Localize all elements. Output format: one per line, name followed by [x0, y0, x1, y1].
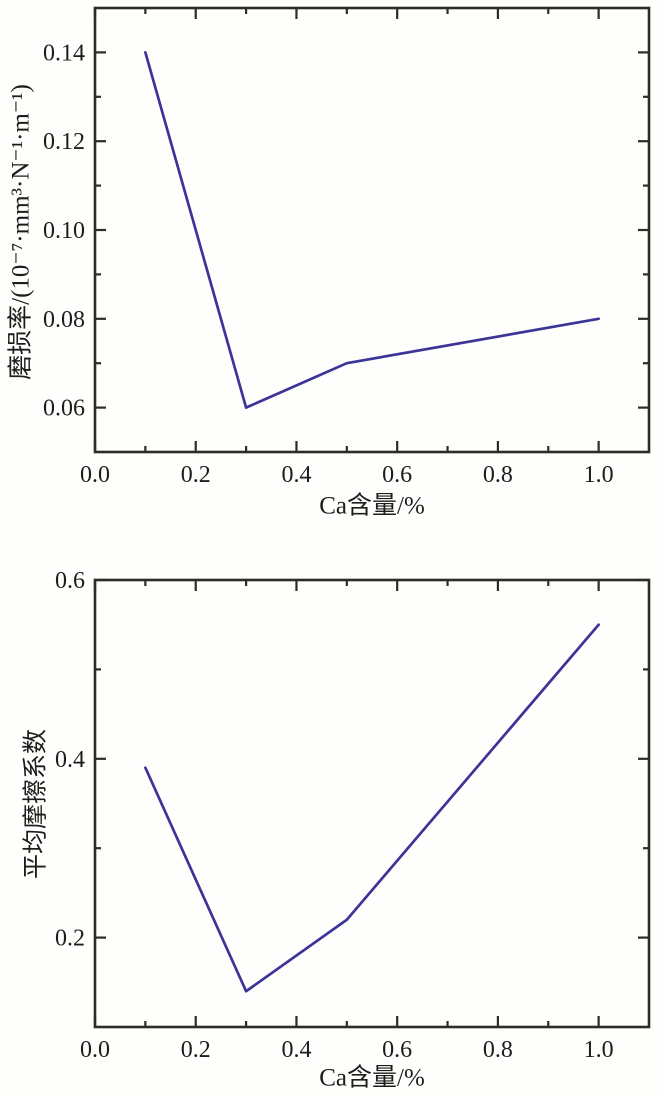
x-tick-label: 0.0 [80, 1037, 110, 1063]
plot-frame [93, 578, 651, 1029]
wear-rate-x-axis-label: Ca含量/% [319, 492, 425, 520]
y-tick-label: 0.2 [55, 926, 85, 952]
x-tick-label: 0.4 [281, 1037, 311, 1063]
x-tick-label: 0.8 [483, 1037, 513, 1063]
friction-coefficient-data-line [144, 623, 600, 993]
plot-frame [93, 6, 651, 454]
friction-coefficient-chart: 0.0 0.2 0.4 0.6 0.8 1.0 0.2 0.4 0.6 [55, 568, 651, 1063]
x-tick-label: 0.8 [483, 462, 513, 488]
friction-y-axis-label: 平均摩擦系数 [22, 728, 50, 880]
x-tick-label: 1.0 [584, 462, 614, 488]
y-tick-label: 0.10 [43, 218, 85, 244]
x-tick-label: 0.4 [281, 462, 311, 488]
x-tick-label: 1.0 [584, 1037, 614, 1063]
x-tick-label: 0.6 [382, 462, 412, 488]
wear-rate-data-line [144, 51, 600, 409]
friction-x-axis-label: Ca含量/% [319, 1064, 425, 1092]
wear-rate-chart: 0.0 0.2 0.4 0.6 0.8 1.0 0.06 0.08 0.10 0.12 0.14 [43, 6, 651, 488]
y-tick-label: 0.6 [55, 568, 85, 594]
wear-rate-y-axis-label: 磨损率/(10⁻⁷·mm³·N⁻¹·m⁻¹) [7, 84, 35, 380]
x-tick-label: 0.6 [382, 1037, 412, 1063]
x-tick-label: 0.0 [80, 462, 110, 488]
y-tick-label: 0.06 [43, 396, 85, 422]
y-tick-label: 0.08 [43, 307, 85, 333]
y-tick-label: 0.4 [55, 747, 85, 773]
x-tick-label: 0.2 [181, 462, 211, 488]
y-tick-label: 0.14 [43, 40, 85, 66]
y-tick-label: 0.12 [43, 129, 85, 155]
x-tick-label: 0.2 [181, 1037, 211, 1063]
